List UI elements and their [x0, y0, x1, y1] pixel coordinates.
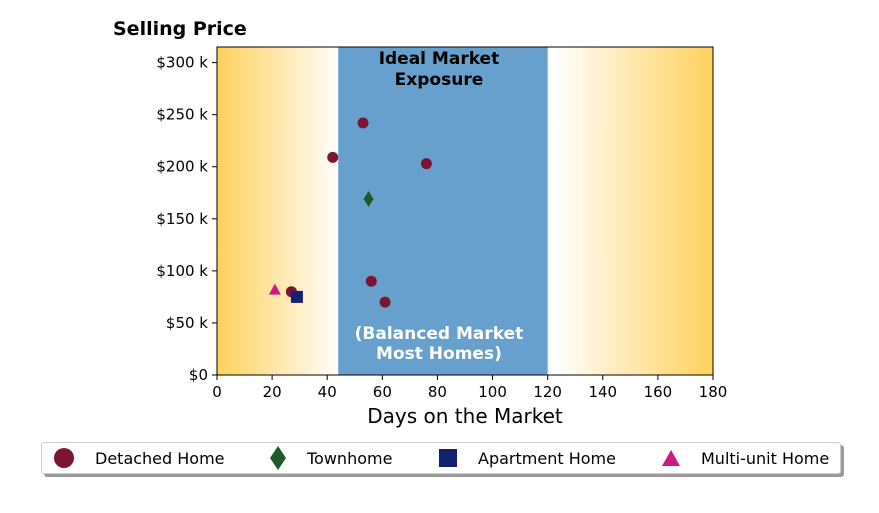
- x-tick-label: 120: [533, 383, 562, 401]
- y-tick-label: $300 k: [156, 54, 208, 72]
- x-tick-label: 20: [263, 383, 282, 401]
- y-tick-label: $200 k: [156, 158, 208, 176]
- circle-marker-icon: [54, 448, 74, 468]
- y-tick-label: $100 k: [156, 262, 208, 280]
- legend-item-multi-unit-home: Multi-unit Home: [661, 443, 829, 473]
- square-marker-icon: [439, 449, 457, 467]
- y-tick-label: $150 k: [156, 210, 208, 228]
- legend: Detached Home Townhome Apartment Home Mu…: [41, 442, 841, 474]
- plot-frame: [216, 46, 714, 376]
- legend-item-townhome: Townhome: [269, 443, 392, 473]
- ideal-exposure-band: [338, 47, 548, 375]
- band-label-bottom-2: Most Homes): [376, 344, 502, 364]
- legend-label: Apartment Home: [478, 448, 616, 468]
- scatter-chart: Ideal Market Exposure (Balanced Market M…: [113, 18, 728, 428]
- data-point-diamond: [363, 191, 374, 208]
- legend-label: Detached Home: [95, 448, 225, 468]
- data-point-circle: [379, 296, 391, 308]
- legend-label: Townhome: [307, 448, 393, 468]
- legend-label: Multi-unit Home: [701, 448, 830, 468]
- data-point-circle: [327, 151, 339, 163]
- x-tick-label: 160: [644, 383, 673, 401]
- legend-item-detached-home: Detached Home: [53, 443, 225, 473]
- y-tick-label: $0: [189, 366, 208, 384]
- triangle-marker-icon: [662, 450, 680, 466]
- x-tick-label: 180: [699, 383, 728, 401]
- x-axis-label: Days on the Market: [367, 404, 563, 428]
- data-point-circle: [420, 158, 432, 170]
- band-label-top-1: Ideal Market: [379, 49, 500, 69]
- x-tick-label: 100: [478, 383, 507, 401]
- x-tick-label: 0: [212, 383, 222, 401]
- data-point-triangle: [268, 283, 281, 295]
- data-point-circle: [365, 275, 377, 287]
- diamond-marker-icon: [270, 446, 286, 470]
- y-tick-label: $50 k: [166, 314, 208, 332]
- x-tick-label: 140: [588, 383, 617, 401]
- x-tick-label: 80: [428, 383, 447, 401]
- y-tick-label: $250 k: [156, 106, 208, 124]
- data-point-circle: [357, 117, 369, 129]
- chart-title: Selling Price: [113, 18, 247, 40]
- legend-item-apartment-home: Apartment Home: [438, 443, 616, 473]
- x-tick-label: 60: [373, 383, 392, 401]
- band-label-top-2: Exposure: [395, 70, 484, 90]
- band-label-bottom-1: (Balanced Market: [355, 324, 524, 344]
- x-tick-label: 40: [318, 383, 337, 401]
- data-point-square: [290, 290, 303, 303]
